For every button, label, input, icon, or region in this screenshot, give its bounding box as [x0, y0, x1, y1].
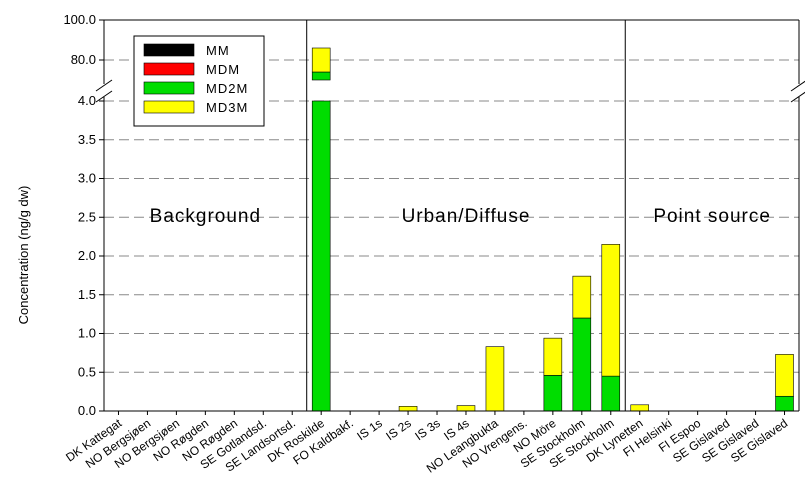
legend-swatch	[143, 81, 195, 95]
bar-segment-md2m	[543, 375, 563, 412]
y-tick-label: 2.0	[78, 248, 96, 263]
y-tick-label: 2.5	[78, 209, 96, 224]
grid-lines	[104, 59, 799, 373]
axis-break-mark	[95, 90, 113, 103]
y-tick-label: 4.0	[78, 93, 96, 108]
legend-label: MM	[206, 43, 230, 58]
bar-segment-md3m	[485, 346, 505, 412]
axis-break-mark	[790, 80, 805, 92]
axis-break-mark	[95, 79, 113, 92]
bar-segment-md3m	[775, 354, 794, 397]
region-labels: Background Urban/Diffuse Point source	[150, 206, 771, 227]
region-label: Urban/Diffuse	[402, 206, 531, 227]
x-tick-label: IS 2s	[383, 416, 413, 443]
legend-label: MD3M	[206, 100, 248, 115]
y-tick-label: 3.5	[78, 132, 96, 147]
y-tick-label: 0.5	[78, 364, 96, 379]
axes	[95, 19, 805, 415]
bar-segment-md2m	[601, 375, 621, 412]
axis-break-gap	[791, 84, 805, 97]
region-label: Point source	[653, 206, 771, 227]
axis-break-mark	[790, 91, 805, 103]
bar-segment-md3m	[630, 404, 650, 412]
x-tick-label: IS 3s	[412, 416, 442, 443]
y-tick-label: 0.0	[78, 403, 96, 418]
bar-segment-md3m	[572, 275, 592, 319]
legend-swatch	[143, 100, 195, 114]
y-tick-label: 1.0	[78, 326, 96, 341]
y-tick-label: 3.0	[78, 171, 96, 186]
y-tick-label: 100.0	[63, 12, 96, 27]
legend-label: MD2M	[206, 81, 248, 96]
y-axis-label: Concentration (ng/g dw)	[16, 186, 31, 325]
bar-segment-md3m	[543, 337, 563, 376]
bar-segment-md2m	[311, 100, 331, 412]
y-tick-label: 80.0	[71, 52, 96, 67]
bar-segment-md3m	[456, 405, 476, 412]
legend-label: MDM	[206, 62, 240, 77]
bar-segment-md2m	[311, 71, 331, 81]
region-label: Background	[150, 206, 261, 227]
bar-segment-md3m	[601, 244, 621, 377]
bar-segment-md2m	[775, 395, 794, 412]
y-tick-label: 1.5	[78, 287, 96, 302]
bar-segment-md3m	[398, 406, 418, 412]
bar-series	[311, 47, 794, 412]
legend-swatch	[143, 43, 195, 57]
y-tick-labels: 0.0 0.5 1.0 1.5 2.0 2.5 3.0 3.5 4.0 80.0 100.0	[63, 12, 96, 418]
legend-swatch	[143, 62, 195, 76]
bar-segment-md3m	[311, 47, 331, 73]
bar-segment-md2m	[572, 317, 592, 412]
region-dividers	[306, 20, 626, 411]
x-tick-label: IS 1s	[354, 416, 384, 443]
legend: MM MDM MD2M MD3M	[133, 35, 265, 127]
